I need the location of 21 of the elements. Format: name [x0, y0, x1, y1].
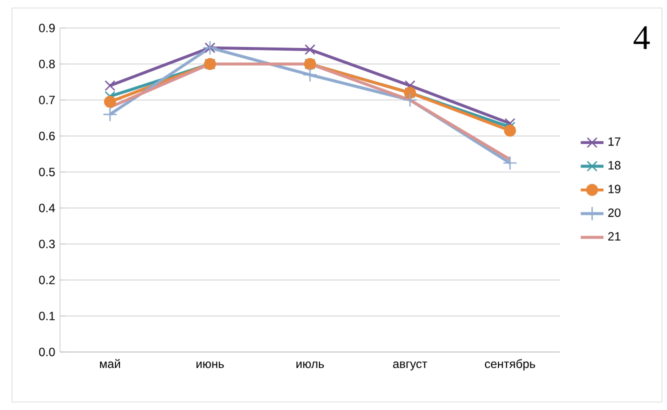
legend-label: 21 [608, 232, 620, 241]
y-tick-label: 0.7 [39, 96, 55, 104]
y-tick-label: 0.8 [39, 60, 55, 68]
x-tick-label: август [393, 362, 428, 370]
legend-label: 20 [608, 208, 621, 217]
y-tick-label: 0.1 [39, 312, 55, 320]
y-tick-label: 0.3 [39, 240, 55, 248]
x-tick-label: июнь [196, 362, 224, 368]
legend-label: 19 [608, 184, 620, 194]
y-tick-label: 0.9 [39, 24, 55, 32]
y-tick-label: 0.0 [39, 348, 55, 356]
legend-label: 18 [608, 161, 620, 170]
text: 4 [634, 26, 650, 50]
x-tick-label: май [100, 359, 120, 368]
legend-label: 17 [608, 137, 620, 146]
y-tick-label: 0.6 [39, 132, 55, 140]
y-tick-label: 0.5 [39, 168, 55, 176]
y-tick-label: 0.2 [39, 276, 55, 284]
x-tick-label: сентябрь [484, 359, 536, 370]
y-tick-label: 0.4 [39, 204, 55, 212]
x-tick-label: июль [296, 362, 324, 368]
